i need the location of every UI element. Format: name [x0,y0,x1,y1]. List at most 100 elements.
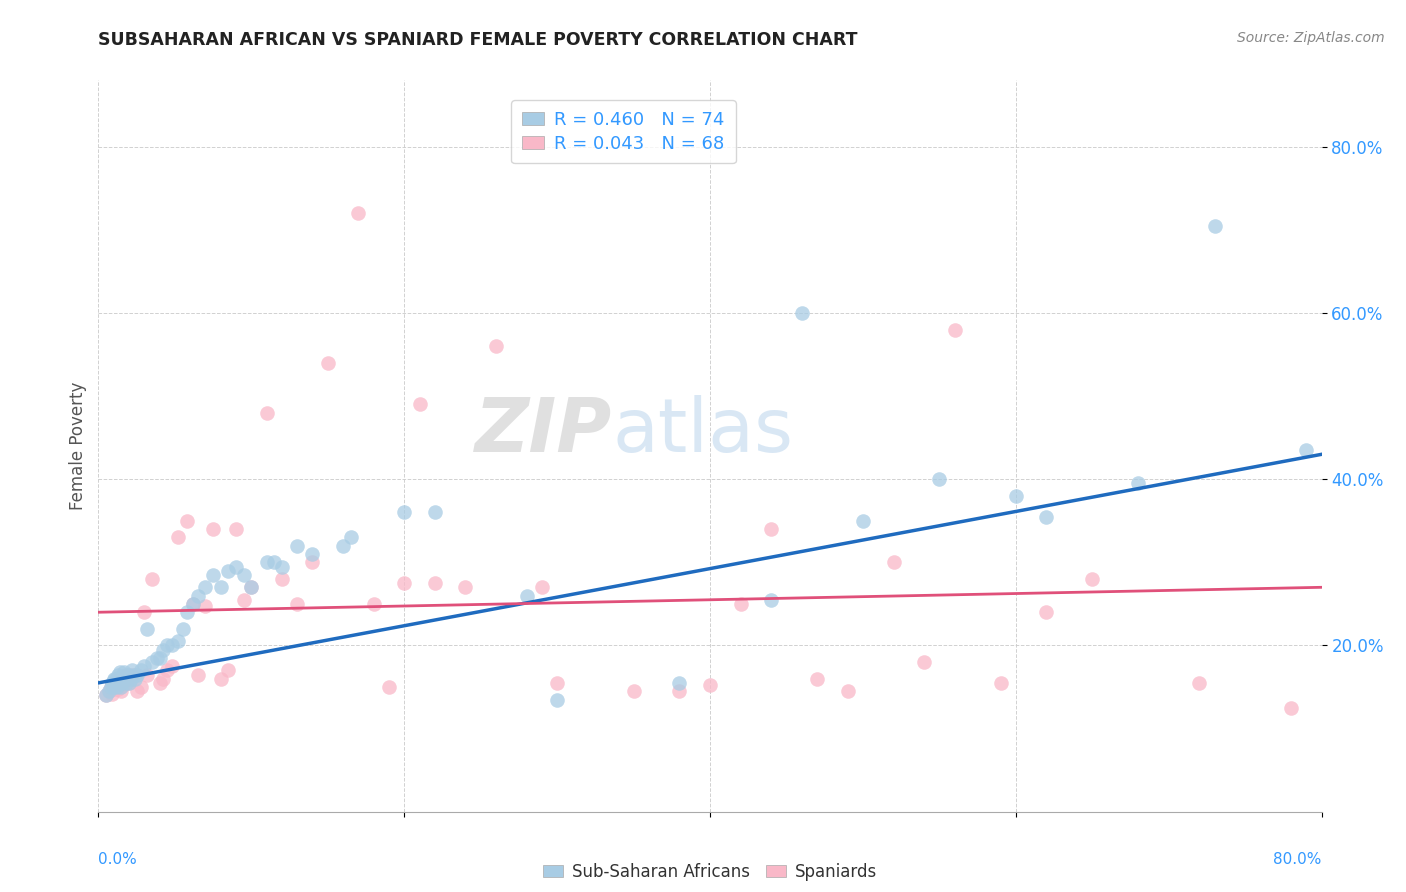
Point [103,672,125,686]
Point [232,567,254,582]
Point [94,689,117,703]
Point [347,206,370,220]
Point [115,676,138,690]
Point [339,530,361,544]
Point [202,522,225,536]
Point [546,676,568,690]
Point [118,676,141,690]
Point [1035,509,1057,524]
Point [134,659,156,673]
Point [129,680,152,694]
Point [316,356,339,370]
Point [94,689,117,703]
Point [883,555,905,569]
Point [105,673,128,688]
Point [156,664,179,678]
Point [152,642,174,657]
Point [1188,676,1211,690]
Point [103,673,125,688]
Point [120,672,142,686]
Point [160,639,183,653]
Point [101,687,124,701]
Point [187,667,209,681]
Point [392,576,416,591]
Point [145,651,167,665]
Point [117,667,139,681]
Point [256,555,278,569]
Point [194,580,217,594]
Point [121,667,143,681]
Point [240,580,263,594]
Point [101,676,124,690]
Point [699,678,721,692]
Point [943,323,966,337]
Point [160,659,183,673]
Text: 80.0%: 80.0% [1274,852,1322,867]
Point [134,605,156,619]
Point [225,522,247,536]
Point [103,676,125,690]
Point [1081,572,1104,586]
Point [263,555,285,569]
Point [105,672,128,686]
Point [181,597,204,611]
Point [1204,219,1226,233]
Point [285,539,308,553]
Point [104,676,127,690]
Point [454,580,477,594]
Point [112,665,135,679]
Point [668,684,690,698]
Point [110,672,132,686]
Point [107,667,129,681]
Point [111,678,134,692]
Point [194,599,217,613]
Text: atlas: atlas [612,395,793,468]
Point [1004,489,1026,503]
Point [928,472,950,486]
Point [176,514,198,528]
Point [98,684,121,698]
Point [100,680,122,694]
Point [108,670,131,684]
Point [623,684,645,698]
Point [790,306,813,320]
Point [990,676,1012,690]
Point [485,339,508,353]
Point [141,655,163,669]
Point [118,667,141,681]
Point [209,580,232,594]
Point [103,680,125,694]
Point [167,634,190,648]
Point [122,667,145,681]
Point [912,655,935,669]
Point [108,665,131,679]
Point [125,667,148,681]
Point [124,672,146,686]
Point [837,684,859,698]
Point [759,522,782,536]
Point [103,676,125,690]
Point [107,676,129,690]
Point [107,673,129,688]
Point [232,592,254,607]
Point [100,680,122,694]
Point [209,672,232,686]
Point [125,684,148,698]
Point [110,680,132,694]
Point [167,530,190,544]
Point [240,580,263,594]
Point [149,676,172,690]
Point [217,564,239,578]
Point [117,673,139,688]
Point [852,514,875,528]
Point [202,567,225,582]
Point [136,667,159,681]
Point [392,506,416,520]
Point [176,605,198,619]
Point [149,651,172,665]
Point [270,572,292,586]
Point [110,676,132,690]
Point [108,676,131,690]
Point [378,680,401,694]
Point [730,597,752,611]
